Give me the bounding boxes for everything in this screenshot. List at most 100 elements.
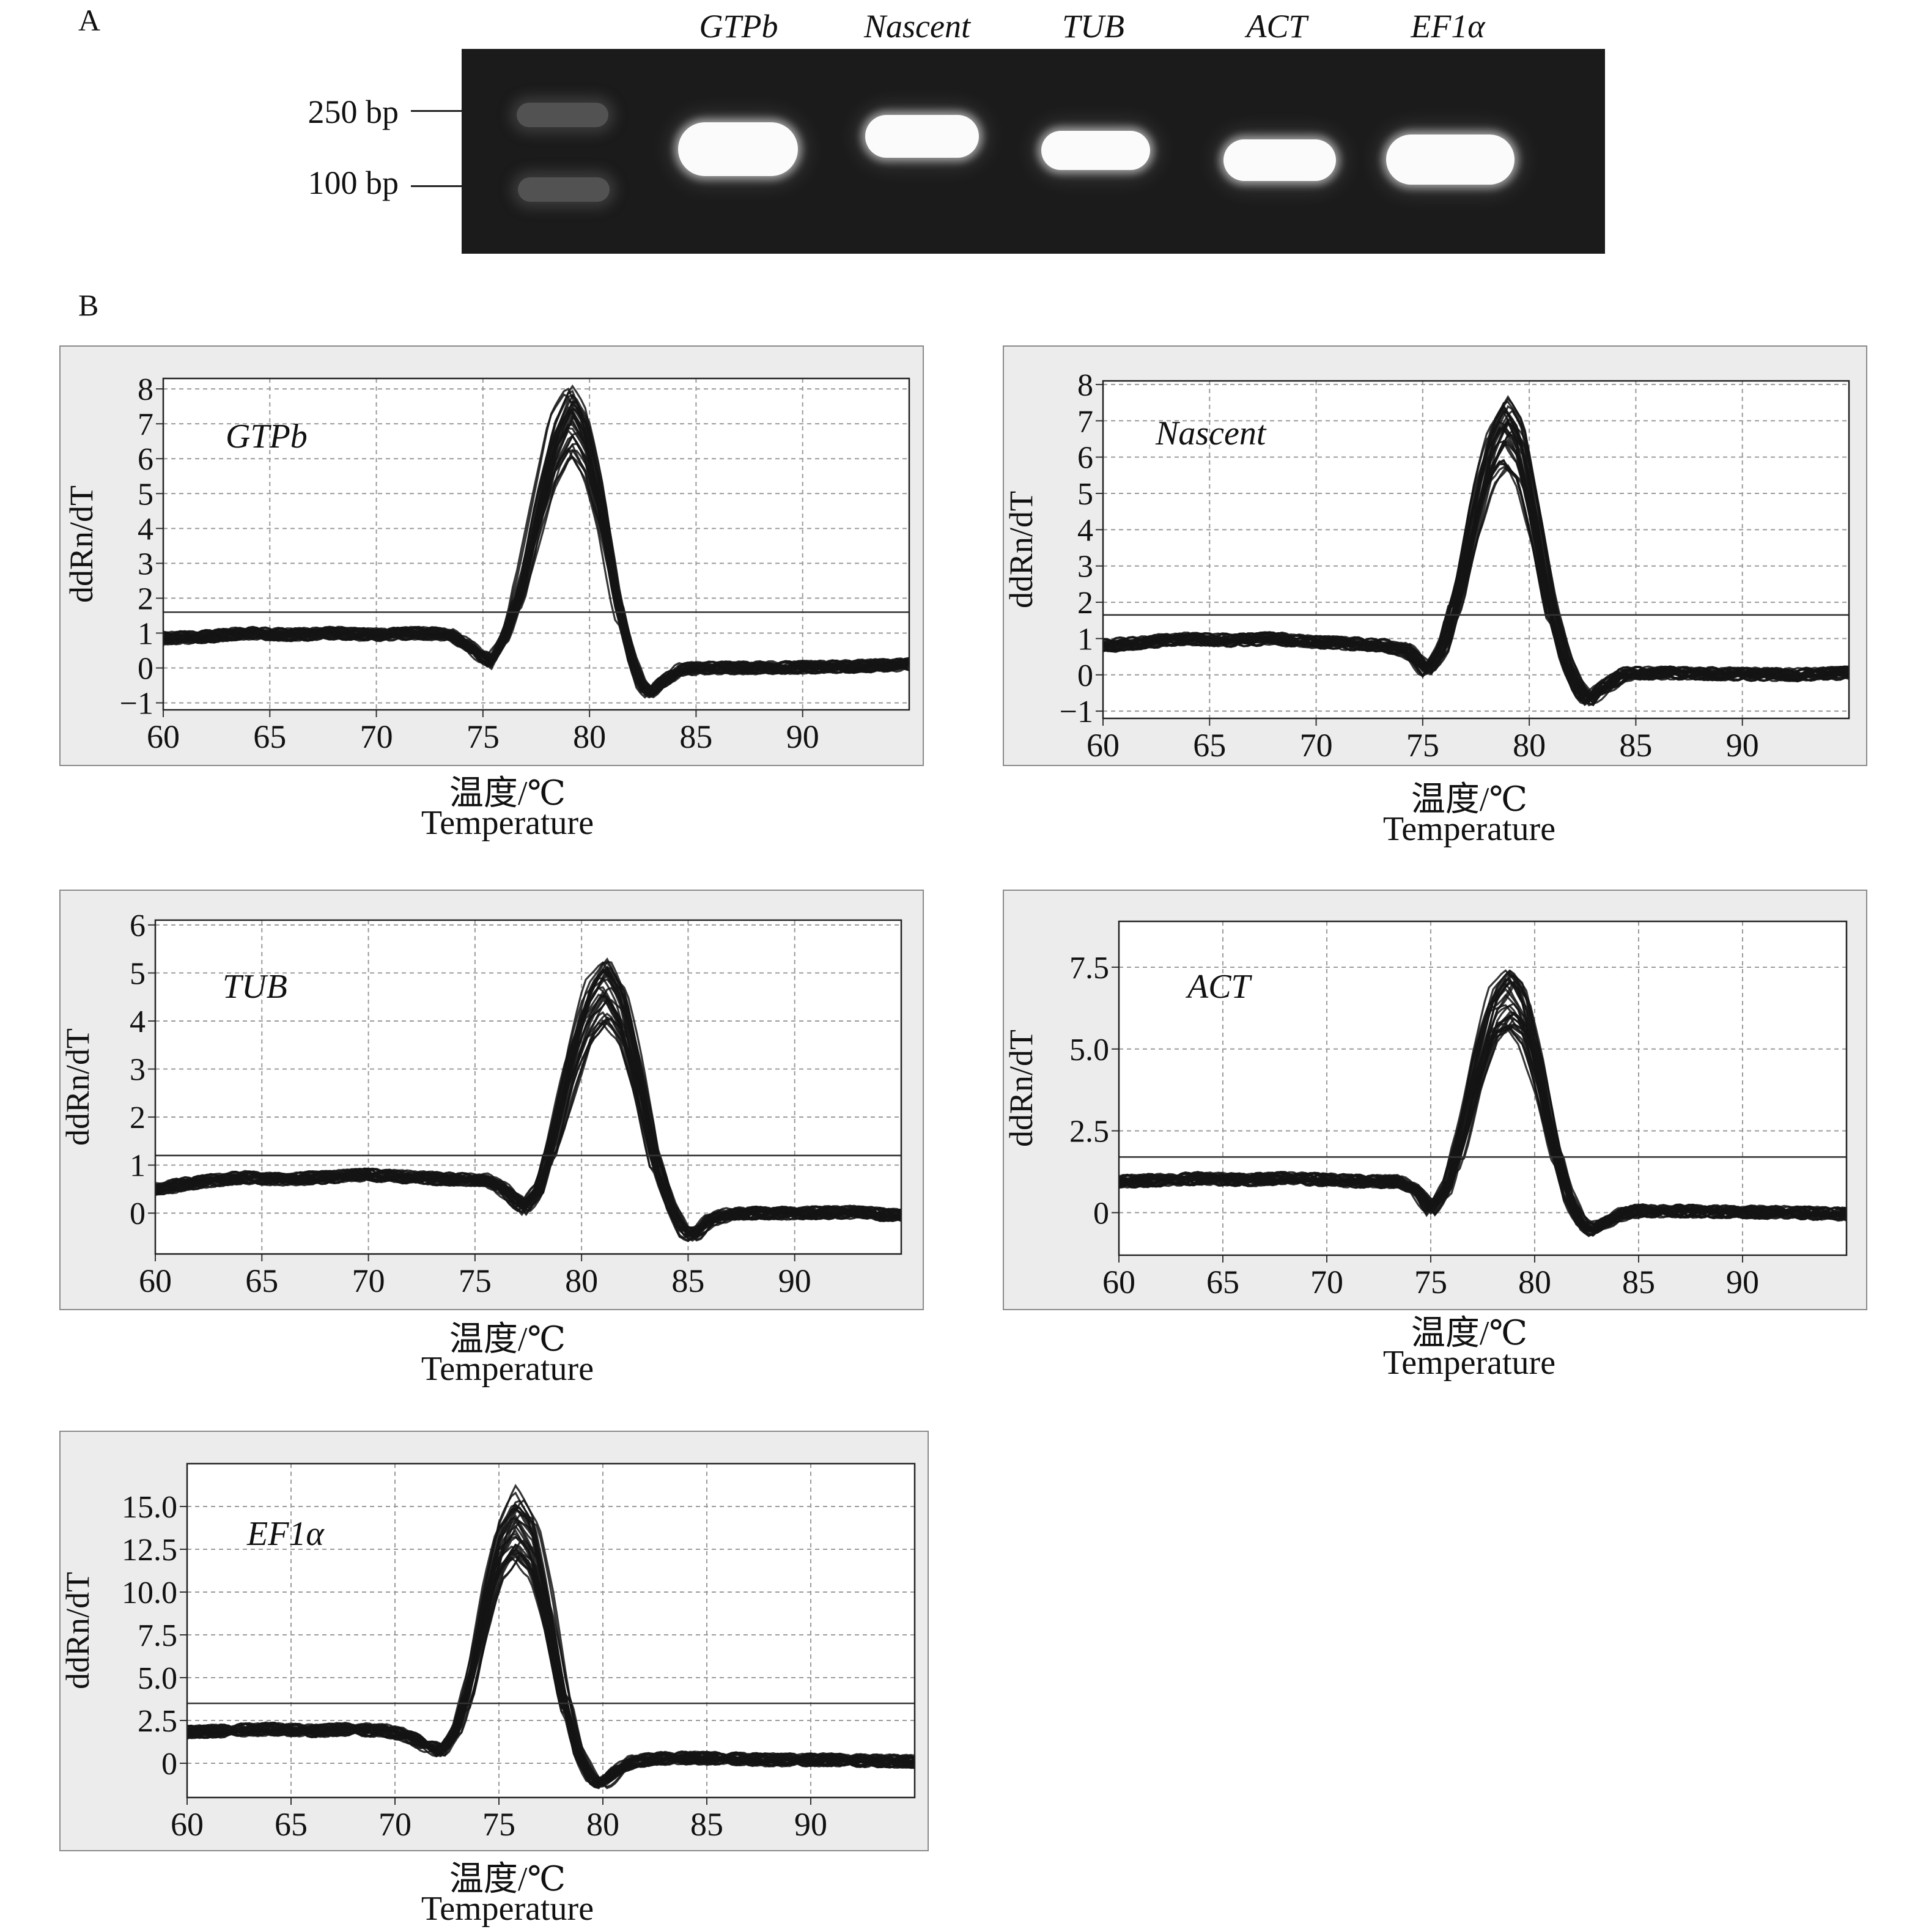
plot-border: [162, 377, 910, 711]
plot-border: [1102, 380, 1850, 720]
panel-b-label: B: [78, 288, 99, 322]
x-tick-label: 90: [1726, 727, 1759, 764]
x-tick-label: 80: [573, 718, 606, 755]
melt-curve-line: [1118, 1023, 1847, 1231]
y-tick-label: 7: [138, 407, 153, 442]
xaxis-title-en-act: Temperature: [1382, 1344, 1556, 1382]
melt-curve-panel-nascent: 60 65 70 75 80 85 90 −1 0 1 2 3 4 5 6 7 8 ddRn/dT Nascent: [1003, 345, 1867, 766]
xaxis-title-en-gtpb: Temperature: [421, 804, 594, 842]
gel-image: [462, 49, 1605, 254]
y-axis-title: ddRn/dT: [59, 1572, 96, 1689]
y-tick-label: 8: [1077, 368, 1093, 403]
x-tick-label: 90: [778, 1263, 811, 1299]
y-tick-label: 4: [138, 512, 153, 547]
chart-svg-4: 60 65 70 75 80 85 90 0 2.5 5.0 7.5 10.0 12.5 15.0 ddRn…: [59, 1462, 916, 1843]
y-tick-label: 2.5: [138, 1704, 177, 1739]
melt-curve-line: [163, 429, 910, 696]
y-tick-label: 7: [1077, 404, 1093, 439]
melt-curve-line: [1102, 400, 1850, 698]
x-tick-label: 65: [1206, 1264, 1239, 1300]
x-tick-label: 70: [352, 1263, 385, 1299]
xaxis-title-cn-nascent: 温度/℃: [1411, 781, 1528, 819]
y-tick-label: 10.0: [122, 1576, 177, 1610]
x-tick-label: 65: [245, 1263, 278, 1299]
melt-curve-line: [1118, 1025, 1847, 1233]
y-tick-label: 0: [130, 1196, 146, 1231]
x-tick-label: 80: [1518, 1264, 1551, 1300]
y-tick-label: 1: [130, 1149, 146, 1184]
melt-curve-panel-tub: 60 65 70 75 80 85 90 0 1 2 3 4 5 6 ddRn/dT TUB: [59, 890, 924, 1310]
y-tick-label: 1: [1077, 622, 1093, 657]
y-tick-label: 2: [130, 1101, 146, 1135]
x-tick-label: 75: [482, 1806, 515, 1843]
y-tick-label: 2.5: [1069, 1115, 1109, 1149]
y-tick-label: 8: [138, 372, 153, 407]
x-tick-label: 70: [1300, 727, 1333, 764]
plot-area: [1119, 921, 1847, 1255]
x-tick-label: 85: [1622, 1264, 1655, 1300]
x-tick-label: 80: [565, 1263, 598, 1299]
chart-svg-2: 60 65 70 75 80 85 90 0 1 2 3 4 5 6 ddRn/dT TUB: [59, 909, 902, 1299]
melt-curve-panel-ef1a: 60 65 70 75 80 85 90 0 2.5 5.0 7.5 10.0 12.5 15.0 ddRn…: [59, 1431, 929, 1851]
melt-curve-line: [186, 1517, 915, 1785]
gel-band-act: [1223, 139, 1336, 181]
y-tick-label: 12.5: [122, 1533, 177, 1568]
melt-curve-line: [155, 998, 902, 1239]
xaxis-title-cn-tub: 温度/℃: [449, 1321, 566, 1359]
y-tick-label: 2: [1077, 586, 1093, 621]
gene-label: EF1α: [246, 1515, 325, 1553]
y-tick-label: 4: [1077, 513, 1093, 548]
y-tick-label: 4: [130, 1005, 146, 1039]
y-axis-title: ddRn/dT: [59, 1028, 96, 1146]
y-tick-label: 0: [161, 1747, 177, 1782]
gel-band-gtpb: [678, 122, 798, 176]
x-tick-label: 60: [139, 1263, 172, 1299]
lane-label-ef1a: EF1α: [1411, 8, 1485, 45]
x-tick-label: 60: [147, 718, 180, 755]
ladder-label-250bp: 250 bp: [308, 94, 399, 130]
y-axis-title: ddRn/dT: [63, 485, 100, 603]
x-tick-label: 65: [275, 1806, 308, 1843]
x-tick-label: 70: [360, 718, 393, 755]
x-tick-label: 85: [671, 1263, 704, 1299]
gel-band-tub: [1041, 131, 1150, 170]
y-tick-label: 0: [1077, 658, 1093, 693]
y-tick-label: 6: [130, 909, 146, 943]
x-tick-label: 75: [1414, 1264, 1447, 1300]
ladder-band-100bp: [518, 177, 610, 202]
lane-label-nascent: Nascent: [864, 8, 970, 45]
plot-border: [154, 919, 902, 1255]
y-tick-label: 7.5: [138, 1618, 177, 1653]
xaxis-title-en-tub: Temperature: [421, 1350, 594, 1388]
y-axis-title: ddRn/dT: [1003, 1030, 1039, 1147]
gene-label: Nascent: [1155, 415, 1267, 452]
ladder-tick-250bp: [411, 110, 506, 112]
panel-a-label: A: [78, 3, 101, 37]
gene-label: ACT: [1185, 968, 1253, 1006]
y-tick-label: 15.0: [122, 1490, 177, 1525]
gel-band-ef1a: [1386, 135, 1515, 185]
y-tick-label: 5.0: [1069, 1033, 1109, 1067]
x-tick-label: 90: [794, 1806, 827, 1843]
xaxis-title-en-ef1a: Temperature: [421, 1890, 594, 1928]
gene-label: GTPb: [226, 418, 308, 455]
y-tick-label: 5: [130, 956, 146, 991]
lane-label-gtpb: GTPb: [699, 8, 778, 45]
x-tick-label: 85: [1619, 727, 1652, 764]
x-tick-label: 75: [467, 718, 500, 755]
x-tick-label: 85: [679, 718, 712, 755]
y-tick-label: 3: [1077, 550, 1093, 584]
ladder-band-250bp: [517, 103, 608, 127]
melt-curve-panel-act: 60 65 70 75 80 85 90 0 2.5 5.0 7.5 ddRn/dT ACT: [1003, 890, 1867, 1310]
x-tick-label: 90: [1726, 1264, 1759, 1300]
y-tick-label: 1: [138, 616, 153, 651]
gene-label: TUB: [223, 968, 287, 1006]
xaxis-title-cn-ef1a: 温度/℃: [449, 1860, 566, 1898]
plot-border: [1118, 920, 1848, 1256]
y-tick-label: 0: [1093, 1196, 1109, 1231]
xaxis-title-cn-act: 温度/℃: [1411, 1314, 1528, 1352]
ladder-label-100bp: 100 bp: [308, 164, 399, 201]
y-tick-label: 5: [138, 477, 153, 512]
gel-band-nascent: [865, 115, 979, 158]
xaxis-title-en-nascent: Temperature: [1382, 810, 1556, 848]
